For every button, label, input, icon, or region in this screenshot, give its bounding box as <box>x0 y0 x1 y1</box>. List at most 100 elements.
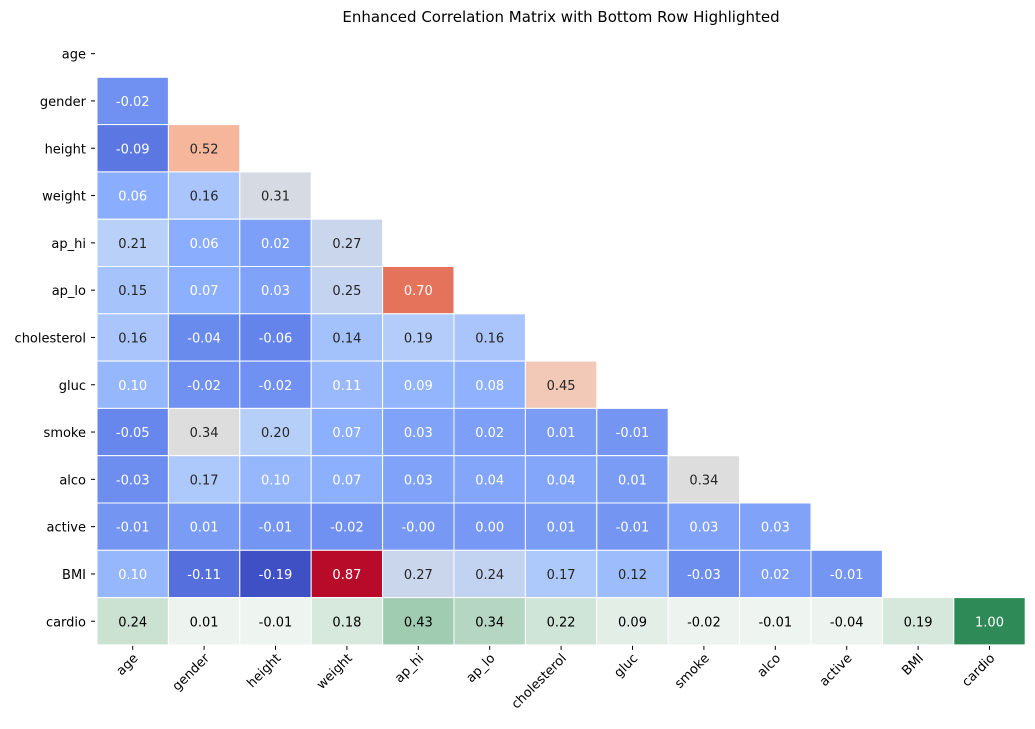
heatmap-cell-active-ap_hi <box>382 502 455 551</box>
cell-value-label: 0.27 <box>332 237 361 252</box>
heatmap-cell-cardio-ap_lo <box>453 597 526 646</box>
cell-value-label: 0.14 <box>332 331 361 346</box>
heatmap-cell-cardio-weight <box>310 597 384 646</box>
cell-value-label: 0.09 <box>618 615 647 630</box>
cell-value-label: 0.70 <box>404 284 433 299</box>
cell-value-label: -0.01 <box>259 521 293 536</box>
cell-value-label: -0.02 <box>687 615 721 630</box>
cell-value-label: 0.01 <box>618 473 647 488</box>
y-tick-label-smoke: smoke <box>44 426 86 441</box>
y-tick-label-ap_hi: ap_hi <box>51 237 86 252</box>
heatmap-cell-alco-height <box>239 455 312 504</box>
cell-value-label: 0.10 <box>118 568 147 583</box>
x-tick-label-gender: gender <box>170 651 214 695</box>
cell-value-label: 0.01 <box>547 521 576 536</box>
chart-title: Enhanced Correlation Matrix with Bottom … <box>342 8 779 26</box>
cell-value-label: 0.06 <box>118 190 147 205</box>
cell-value-label: 0.17 <box>190 473 219 488</box>
x-tick-label-cardio: cardio <box>959 651 998 690</box>
cell-value-label: -0.01 <box>758 615 792 630</box>
cell-value-label: -0.01 <box>616 521 650 536</box>
cell-value-label: 0.07 <box>190 284 219 299</box>
y-tick-label-ap_lo: ap_lo <box>52 284 86 299</box>
cell-value-label: -0.04 <box>187 331 221 346</box>
cell-value-label: 0.27 <box>404 568 433 583</box>
cell-value-label: -0.00 <box>401 521 435 536</box>
heatmap-cell-smoke-age <box>96 407 169 457</box>
heatmap-cell-cholesterol-gender <box>167 313 241 362</box>
cell-value-label: 0.01 <box>190 615 219 630</box>
heatmap-cell-weight-height <box>239 171 312 220</box>
heatmap-cell-cardio-active <box>810 597 883 646</box>
cell-value-label: -0.01 <box>830 568 864 583</box>
heatmap-cell-alco-ap_lo <box>453 455 526 504</box>
cell-value-label: 0.52 <box>190 142 219 157</box>
heatmap-cell-ap_hi-weight <box>310 218 384 267</box>
cell-value-label: -0.06 <box>259 331 293 346</box>
cell-value-label: 0.03 <box>261 284 290 299</box>
heatmap-cell-cholesterol-height <box>239 313 312 362</box>
heatmap-cell-cardio-gluc <box>596 597 669 646</box>
cell-value-label: 0.34 <box>689 473 718 488</box>
cell-value-label: 0.16 <box>118 331 147 346</box>
cell-value-label: 0.43 <box>404 615 433 630</box>
heatmap-cell-ap_hi-gender <box>167 218 241 267</box>
x-tick-label-cholesterol: cholesterol <box>509 651 570 712</box>
cell-value-label: 0.17 <box>547 568 576 583</box>
heatmap-cell-active-age <box>96 502 169 551</box>
heatmap-cell-alco-age <box>96 455 169 504</box>
heatmap-cell-active-gender <box>167 502 241 551</box>
heatmap-cell-BMI-age <box>96 549 169 599</box>
y-tick-label-weight: weight <box>42 190 86 205</box>
cell-value-label: -0.19 <box>259 568 293 583</box>
cell-value-label: 0.10 <box>261 473 290 488</box>
cell-value-label: -0.01 <box>616 426 650 441</box>
cell-value-label: 0.15 <box>118 284 147 299</box>
cell-value-label: 0.08 <box>475 379 504 394</box>
heatmap-cell-gender-age <box>96 76 169 126</box>
heatmap-cell-BMI-smoke <box>667 549 741 599</box>
cell-value-label: 0.11 <box>332 379 361 394</box>
heatmap-cell-smoke-height <box>239 407 312 457</box>
x-tick-label-age: age <box>114 651 142 679</box>
heatmap-cell-cardio-smoke <box>667 597 741 646</box>
cell-value-label: 0.19 <box>904 615 933 630</box>
cell-value-label: 0.01 <box>547 426 576 441</box>
cell-value-label: -0.04 <box>830 615 864 630</box>
heatmap-cell-cardio-gender <box>167 597 241 646</box>
x-tick-label-ap_hi: ap_hi <box>392 651 427 686</box>
cell-value-label: 0.34 <box>475 615 504 630</box>
cell-value-label: 0.20 <box>261 426 290 441</box>
y-tick-label-gluc: gluc <box>59 379 86 394</box>
heatmap-cell-BMI-weight <box>310 549 384 599</box>
heatmap-cell-BMI-ap_lo <box>453 549 526 599</box>
heatmap-cell-alco-cholesterol <box>524 455 598 504</box>
cell-value-label: 0.18 <box>332 615 361 630</box>
cell-value-label: 0.07 <box>332 426 361 441</box>
cell-value-label: -0.05 <box>116 426 150 441</box>
cell-value-label: -0.03 <box>116 473 150 488</box>
cell-value-label: 0.24 <box>475 568 504 583</box>
cell-value-label: 0.03 <box>404 426 433 441</box>
heatmap-cell-height-gender <box>167 124 241 173</box>
cell-value-label: -0.01 <box>259 615 293 630</box>
heatmap-cell-active-smoke <box>667 502 741 551</box>
cell-value-label: -0.02 <box>187 379 221 394</box>
cell-value-label: 0.03 <box>404 473 433 488</box>
cell-value-label: 0.87 <box>332 568 361 583</box>
heatmap-cell-active-gluc <box>596 502 669 551</box>
cell-value-label: 0.04 <box>475 473 504 488</box>
x-axis-tick-labels: age gender height weight ap_hi ap_lo cholester… <box>114 645 998 712</box>
cell-value-label: 0.06 <box>190 237 219 252</box>
heatmap-cell-BMI-active <box>810 549 883 599</box>
cell-value-label: 0.02 <box>261 237 290 252</box>
cell-value-label: 0.31 <box>261 190 290 205</box>
cell-value-label: -0.11 <box>187 568 221 583</box>
heatmap-cell-active-weight <box>310 502 384 551</box>
cell-value-label: -0.02 <box>259 379 293 394</box>
y-tick-label-age: age <box>62 48 86 63</box>
x-tick-label-smoke: smoke <box>672 651 713 692</box>
x-tick-label-BMI: BMI <box>899 651 927 679</box>
heatmap-cell-active-alco <box>739 502 812 551</box>
heatmap-cell-cardio-age <box>96 597 169 646</box>
